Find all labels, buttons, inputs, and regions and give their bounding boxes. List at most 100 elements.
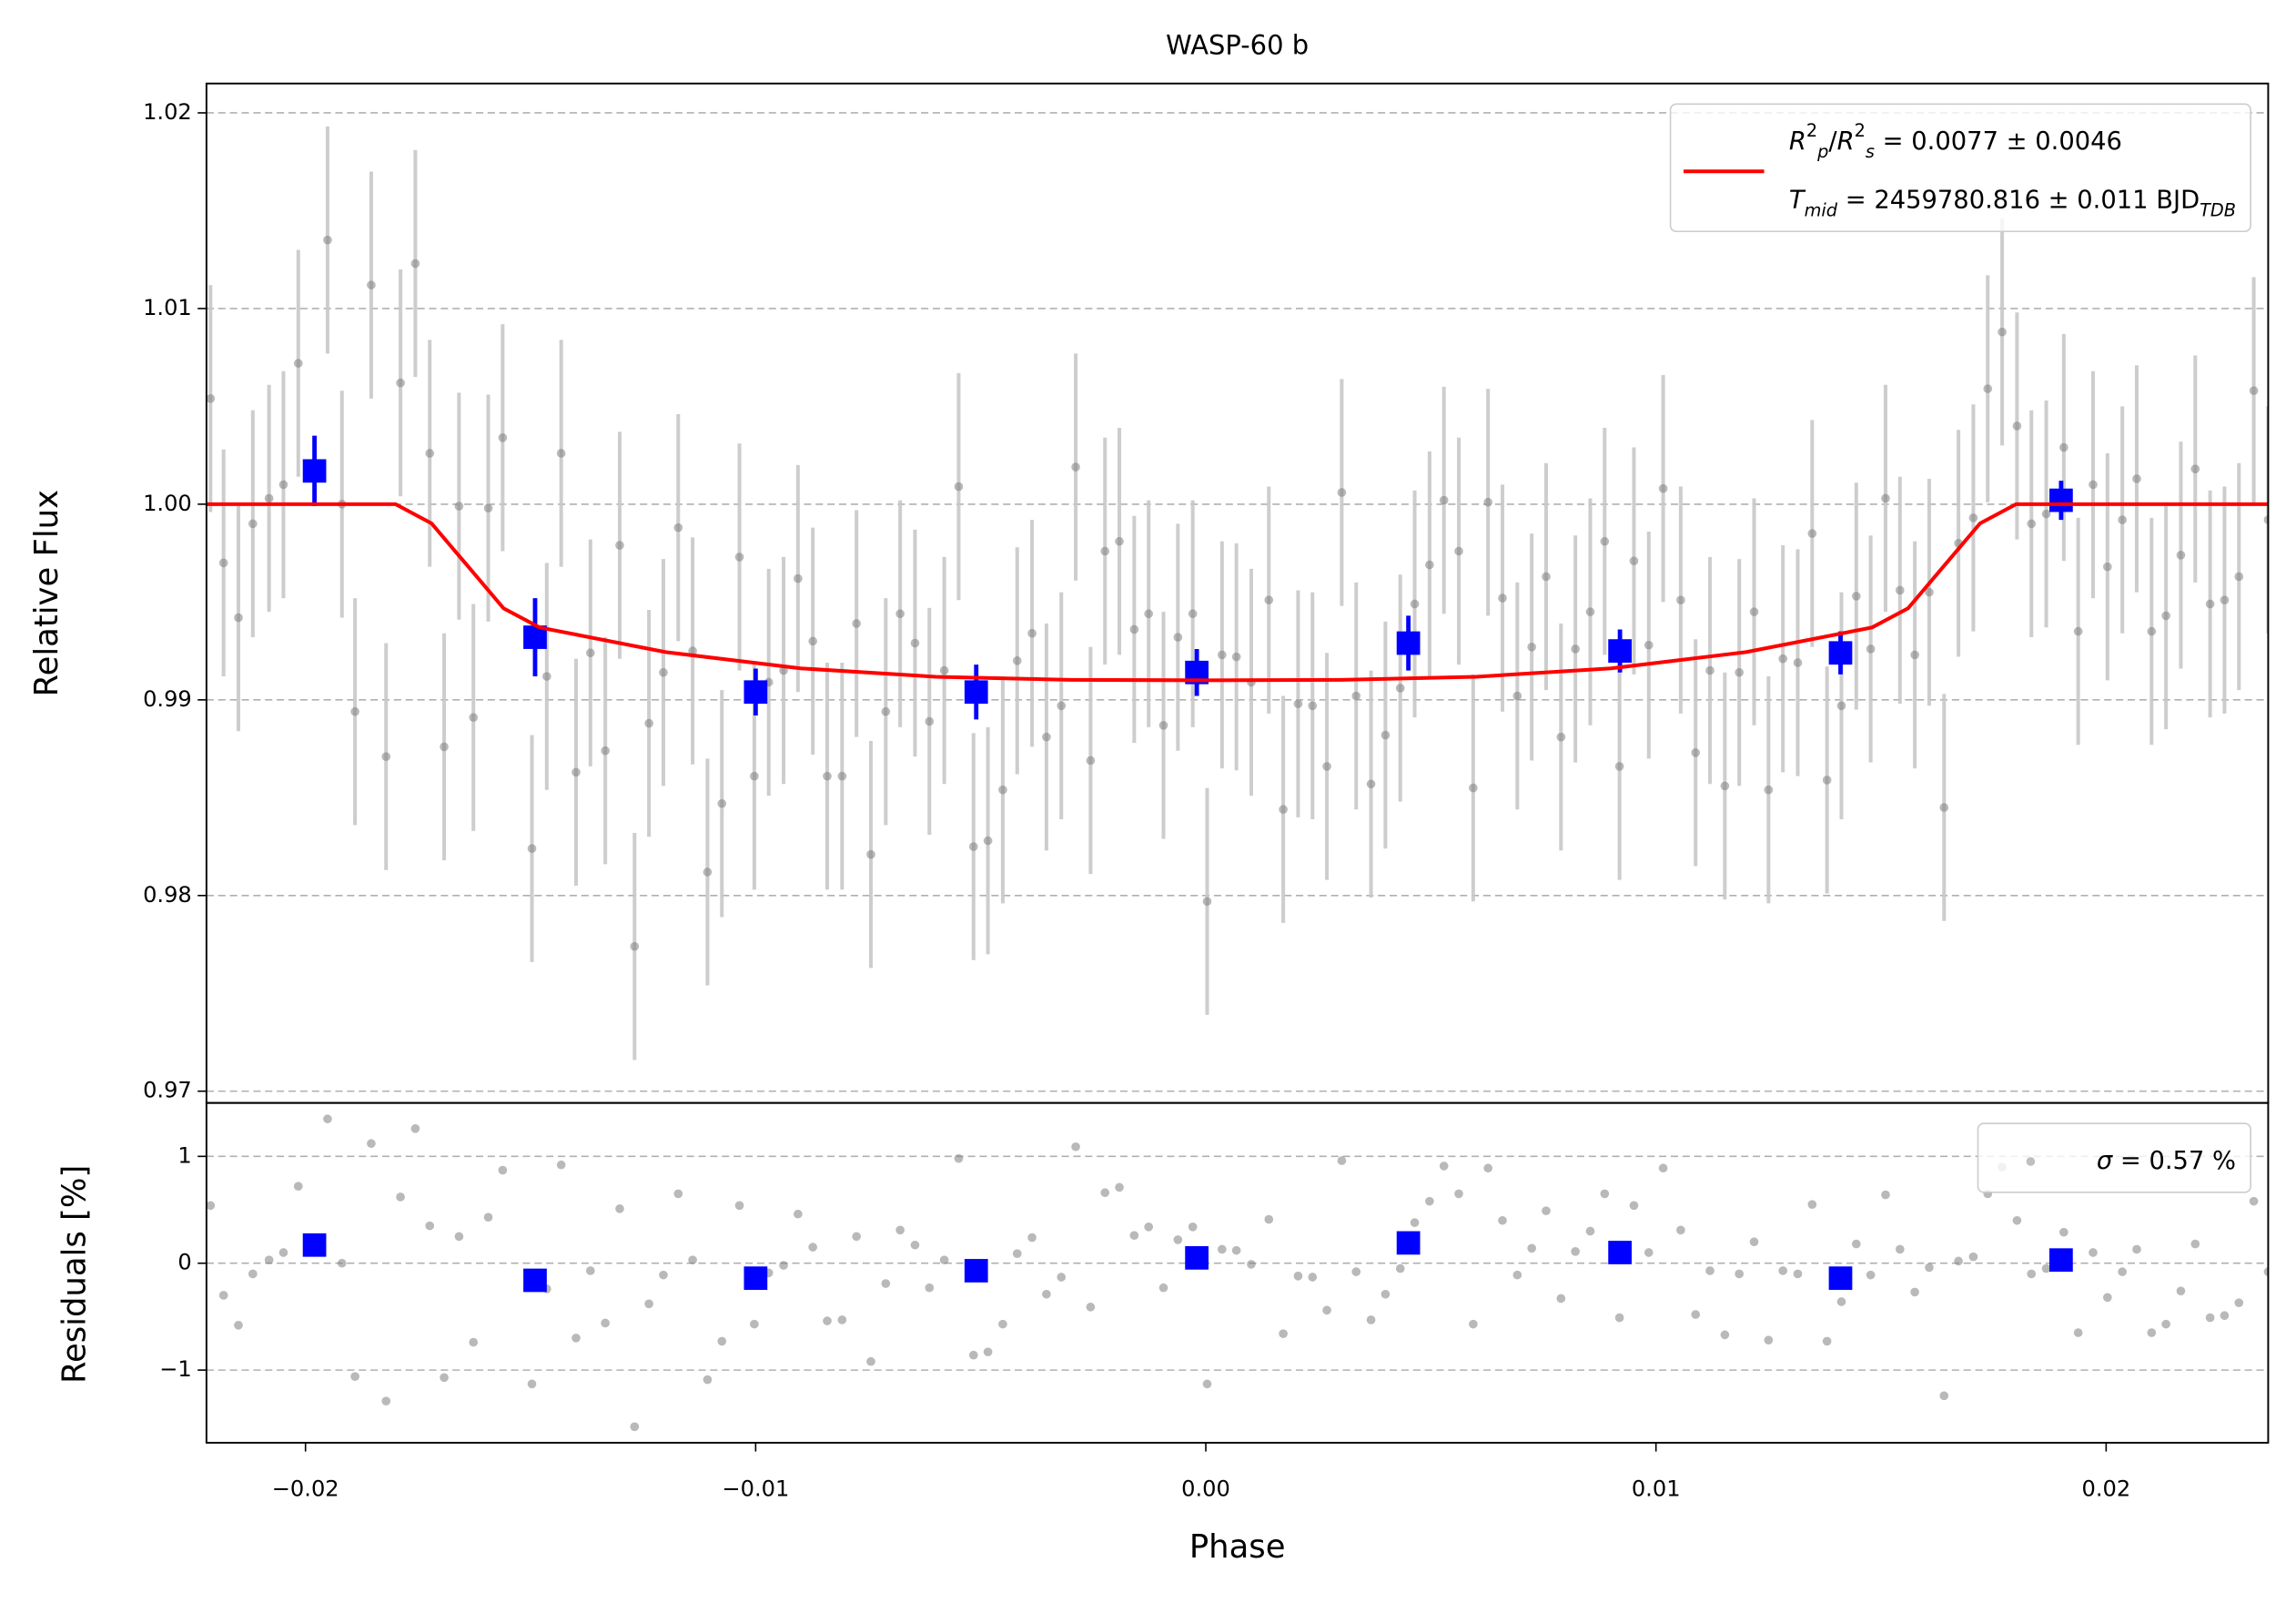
legend-label-part: σ: [2097, 1147, 2114, 1175]
binned-point: [302, 1233, 327, 1257]
data-point: [1910, 650, 1919, 660]
legend-handle: [2026, 1157, 2036, 1166]
data-point: [983, 1347, 993, 1356]
data-point: [1498, 1215, 1507, 1225]
data-point: [1629, 556, 1639, 566]
data-point: [1071, 462, 1080, 472]
data-point: [483, 503, 493, 513]
data-point: [601, 746, 610, 756]
data-point: [1968, 513, 1978, 522]
data-point: [808, 1243, 818, 1252]
data-point: [1600, 536, 1610, 546]
data-point: [410, 1123, 420, 1133]
data-point: [556, 1160, 566, 1170]
data-point: [1231, 652, 1241, 662]
data-point: [571, 767, 581, 777]
data-point: [1188, 609, 1198, 619]
binned-point: [2049, 1248, 2073, 1273]
data-point: [659, 1270, 668, 1280]
data-point: [615, 541, 624, 550]
data-point: [1720, 1330, 1730, 1340]
data-point: [206, 393, 216, 403]
data-point: [1749, 607, 1759, 616]
data-point: [750, 1319, 759, 1329]
data-point: [881, 706, 891, 716]
binned-point: [964, 1259, 988, 1283]
legend-label-part: p: [1816, 141, 1828, 162]
data-point: [2190, 464, 2200, 474]
data-point: [1086, 756, 1096, 766]
data-point: [1822, 1336, 1832, 1346]
data-point: [1629, 1201, 1639, 1211]
data-point: [1158, 1283, 1168, 1293]
plot-area: [206, 1114, 2269, 1432]
data-point: [337, 1258, 347, 1268]
data-point: [717, 1336, 727, 1346]
data-point: [1644, 640, 1654, 650]
data-point: [498, 432, 508, 442]
data-point: [808, 636, 818, 646]
data-point: [1279, 1329, 1288, 1339]
y-tick-label: 1.00: [143, 491, 192, 516]
binned-point: [523, 1268, 547, 1293]
data-point: [1954, 1256, 1963, 1266]
data-point: [1807, 1200, 1817, 1209]
x-tick-label: 0.02: [2081, 1476, 2130, 1501]
data-point: [823, 771, 832, 781]
data-point: [1100, 1188, 1110, 1198]
data-point: [1676, 1225, 1685, 1235]
data-point: [734, 1201, 744, 1211]
data-point: [2089, 1248, 2098, 1257]
binned-point: [964, 680, 988, 705]
data-point: [939, 665, 949, 675]
data-point: [925, 1283, 935, 1293]
data-point: [1676, 595, 1685, 605]
y-tick-label: 1.02: [143, 99, 192, 125]
data-point: [2249, 386, 2259, 396]
data-point: [2059, 442, 2068, 452]
data-point: [454, 502, 464, 511]
data-point: [1512, 691, 1522, 701]
binned-point: [743, 1266, 768, 1291]
data-point: [998, 1319, 1007, 1329]
data-point: [794, 573, 803, 583]
legend-label: σ = 0.57 %: [2097, 1147, 2236, 1175]
data-point: [1807, 529, 1817, 538]
data-point: [673, 1189, 683, 1199]
data-point: [1925, 587, 1934, 597]
data-point: [527, 844, 537, 854]
data-point: [2190, 1239, 2200, 1249]
data-point: [1042, 732, 1051, 742]
data-point: [1173, 633, 1183, 642]
data-point: [1381, 1289, 1391, 1299]
y-axis-label: Residuals [%]: [56, 1165, 94, 1384]
data-point: [630, 1422, 640, 1432]
data-point: [881, 1279, 891, 1288]
data-point: [734, 553, 744, 562]
data-point: [1614, 1313, 1624, 1323]
data-point: [910, 1240, 920, 1250]
binned-point: [302, 459, 327, 483]
data-point: [1585, 1226, 1595, 1236]
legend-label-part: 2: [1806, 120, 1817, 141]
data-point: [2027, 1269, 2037, 1279]
data-point: [1968, 1252, 1978, 1262]
y-tick-label: 0.98: [143, 882, 192, 908]
data-point: [2041, 1263, 2051, 1273]
data-point: [1778, 654, 1788, 664]
data-point: [1410, 1218, 1420, 1227]
data-point: [1836, 1297, 1846, 1306]
data-point: [483, 1212, 493, 1223]
y-tick-label: 1.01: [143, 295, 192, 320]
data-point: [2041, 509, 2051, 519]
data-point: [440, 742, 449, 752]
data-point: [2027, 519, 2037, 529]
data-point: [367, 280, 376, 289]
data-point: [852, 619, 861, 628]
data-point: [1381, 730, 1391, 740]
data-point: [1351, 1267, 1361, 1276]
legend: σ = 0.57 %: [1977, 1122, 2251, 1193]
data-point: [1410, 599, 1420, 609]
